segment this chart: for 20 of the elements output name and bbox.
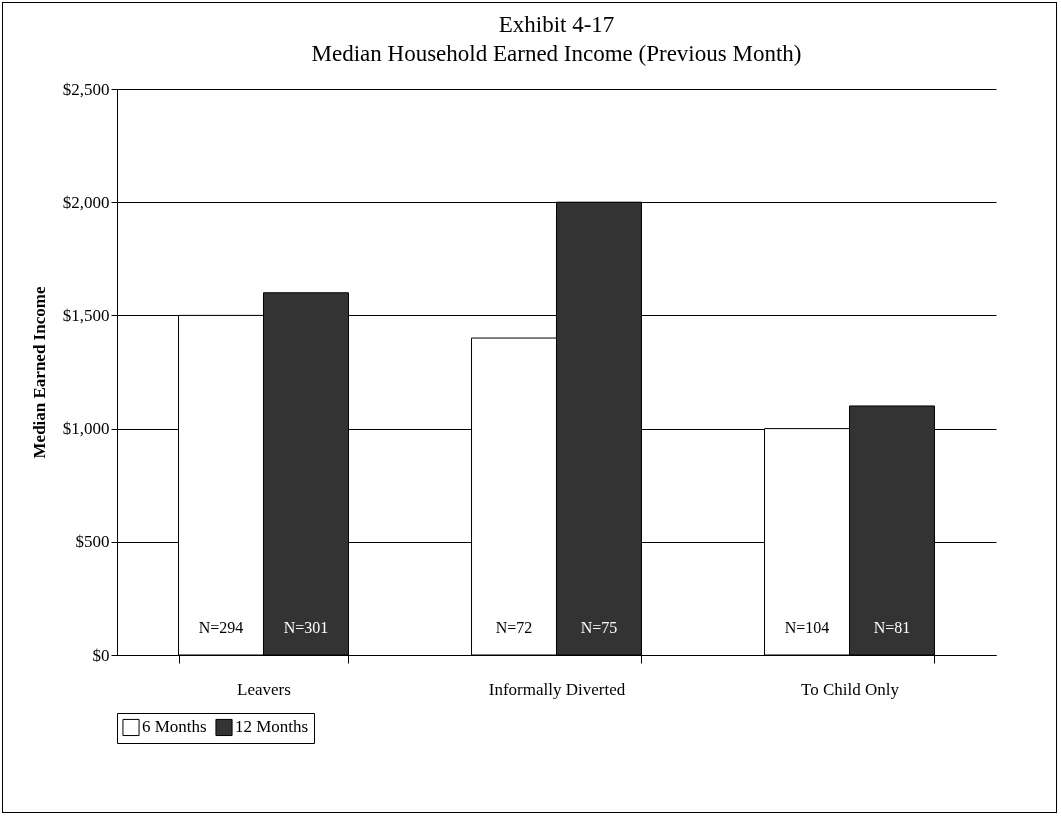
y-tick-label: $2,500 — [62, 79, 110, 99]
x-tick-label: Informally Diverted — [488, 679, 626, 699]
annotation: N=72 — [495, 618, 533, 636]
y-tick-label: $0 — [92, 645, 110, 665]
legend-label: 6 Months — [142, 717, 207, 737]
legend-label: 12 Months — [235, 717, 309, 737]
annotation: N=104 — [784, 618, 830, 636]
chart-title: Exhibit 4-17 — [498, 12, 615, 37]
y-axis-title: Median Earned Income — [29, 286, 49, 459]
annotation: N=81 — [873, 618, 911, 636]
y-tick-label: $2,000 — [62, 192, 110, 212]
annotation: N=301 — [283, 618, 329, 636]
annotation: N=294 — [198, 618, 244, 636]
x-tick-label: To Child Only — [801, 679, 900, 699]
y-tick-label: $500 — [75, 532, 110, 552]
x-tick-label: Leavers — [237, 679, 291, 699]
y-tick-label: $1,500 — [62, 305, 110, 325]
chart-subtitle: Median Household Earned Income (Previous Month) — [311, 41, 802, 66]
annotation: N=75 — [580, 618, 618, 636]
y-tick-label: $1,000 — [62, 419, 110, 439]
